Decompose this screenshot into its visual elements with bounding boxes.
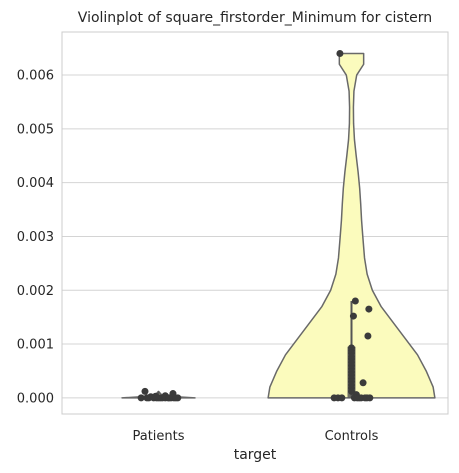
- grid-lines: [62, 74, 448, 399]
- data-point: [172, 394, 180, 402]
- x-axis-label: target: [234, 447, 277, 463]
- violins: [121, 52, 436, 399]
- y-axis-ticks: 0.000 0.001 0.002 0.003 0.004 0.005 0.006: [17, 69, 54, 407]
- data-point: [137, 394, 145, 402]
- data-point: [152, 392, 160, 400]
- chart-title: Violinplot of square_firstorder_Minimum …: [78, 10, 432, 26]
- data-points: [137, 50, 374, 402]
- y-tick-label: 0.004: [17, 176, 54, 191]
- y-tick-label: 0.005: [17, 122, 54, 137]
- data-point: [366, 394, 374, 402]
- y-tick-label: 0.006: [17, 69, 54, 84]
- data-point: [143, 394, 151, 402]
- x-tick-label: Patients: [132, 429, 184, 444]
- data-point: [355, 394, 363, 402]
- data-point: [338, 394, 346, 402]
- data-point: [365, 305, 373, 313]
- data-point: [364, 332, 372, 340]
- data-point: [359, 379, 367, 387]
- y-tick-label: 0.000: [17, 391, 54, 406]
- data-point: [336, 50, 344, 58]
- data-point: [351, 297, 359, 305]
- data-point: [349, 312, 357, 320]
- x-tick-label: Controls: [325, 429, 379, 444]
- data-point: [165, 394, 173, 402]
- y-tick-label: 0.003: [17, 230, 54, 245]
- y-tick-label: 0.002: [17, 284, 54, 299]
- y-tick-label: 0.001: [17, 338, 54, 353]
- plot-area-frame: [61, 31, 449, 415]
- data-point: [141, 387, 149, 395]
- x-axis-ticks: Patients Controls: [132, 429, 378, 444]
